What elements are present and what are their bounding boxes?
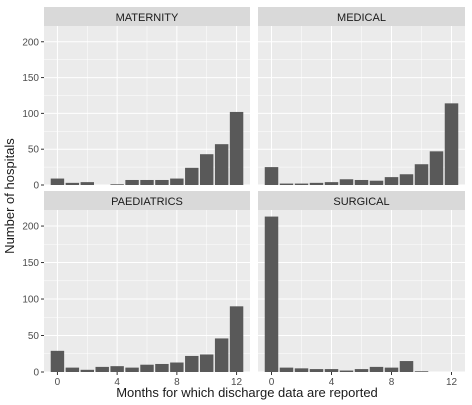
facet-title: MEDICAL bbox=[337, 12, 386, 24]
bar-paediatrics-9 bbox=[185, 355, 199, 372]
bar-paediatrics-5 bbox=[125, 367, 139, 372]
y-tick-label: 200 bbox=[22, 37, 39, 48]
bar-maternity-1 bbox=[65, 182, 80, 185]
bar-surgical-10 bbox=[414, 371, 429, 372]
facet-panels: MATERNITY 0 50 100 150 200 MEDICAL PAEDIATRICS 0… bbox=[22, 7, 465, 388]
bar-medical-3 bbox=[309, 182, 324, 185]
y-tick-label: 0 bbox=[33, 181, 39, 192]
facet-paediatrics: PAEDIATRICS 0 50 100 150 200 0 4 8 12 bbox=[22, 191, 250, 388]
bar-maternity-10 bbox=[199, 154, 214, 185]
bar-maternity-0 bbox=[50, 178, 65, 185]
bar-medical-2 bbox=[294, 183, 309, 185]
facet-title: MATERNITY bbox=[116, 12, 179, 24]
bar-maternity-11 bbox=[214, 144, 229, 185]
facet-surgical: SURGICAL 0 4 8 12 bbox=[258, 191, 465, 388]
bar-medical-5 bbox=[339, 179, 354, 185]
bar-surgical-8 bbox=[384, 367, 399, 372]
bar-medical-4 bbox=[324, 182, 339, 185]
y-tick-label: 50 bbox=[28, 145, 40, 156]
y-tick-label: 100 bbox=[22, 295, 39, 306]
bar-surgical-4 bbox=[324, 369, 339, 372]
bar-paediatrics-2 bbox=[80, 369, 95, 372]
bar-medical-9 bbox=[399, 174, 414, 185]
bar-surgical-5 bbox=[339, 370, 354, 372]
x-tick-label: 8 bbox=[174, 377, 180, 388]
x-axis-label: Months for which discharge data are repo… bbox=[116, 385, 378, 400]
bar-medical-8 bbox=[384, 177, 399, 185]
x-tick-label: 12 bbox=[231, 377, 243, 388]
facet-strip bbox=[258, 191, 465, 210]
bar-paediatrics-6 bbox=[140, 364, 154, 372]
bar-surgical-1 bbox=[279, 367, 294, 372]
y-axis-label: Number of hospitals bbox=[2, 138, 17, 254]
y-tick-label: 100 bbox=[22, 109, 39, 120]
facet-title: SURGICAL bbox=[333, 196, 389, 208]
bar-medical-12 bbox=[444, 103, 459, 185]
bar-maternity-4 bbox=[110, 184, 124, 185]
bar-paediatrics-11 bbox=[214, 338, 229, 372]
bar-medical-6 bbox=[354, 179, 369, 185]
bar-medical-1 bbox=[279, 183, 294, 185]
bar-surgical-6 bbox=[354, 369, 369, 372]
bar-surgical-9 bbox=[399, 361, 414, 372]
x-tick-label: 4 bbox=[329, 377, 335, 388]
x-tick-label: 4 bbox=[114, 377, 120, 388]
bar-paediatrics-0 bbox=[50, 350, 65, 372]
y-tick-label: 50 bbox=[28, 331, 40, 342]
x-tick-label: 0 bbox=[269, 377, 275, 388]
facet-strip bbox=[44, 7, 250, 26]
bar-medical-10 bbox=[414, 164, 429, 185]
bar-paediatrics-10 bbox=[199, 354, 214, 372]
bar-maternity-7 bbox=[155, 179, 169, 185]
bar-paediatrics-8 bbox=[170, 362, 184, 372]
facet-title: PAEDIATRICS bbox=[111, 196, 183, 208]
x-tick-label: 8 bbox=[389, 377, 395, 388]
bar-surgical-3 bbox=[309, 369, 324, 372]
bar-paediatrics-3 bbox=[95, 366, 109, 372]
x-tick-label: 12 bbox=[446, 377, 458, 388]
y-tick-label: 0 bbox=[33, 368, 39, 379]
bar-maternity-6 bbox=[140, 179, 154, 185]
bar-maternity-9 bbox=[185, 167, 199, 185]
bar-medical-11 bbox=[429, 151, 444, 185]
bar-maternity-12 bbox=[229, 111, 244, 185]
facet-strip bbox=[258, 7, 465, 26]
bar-surgical-2 bbox=[294, 368, 309, 372]
bar-paediatrics-7 bbox=[155, 363, 169, 372]
bar-surgical-7 bbox=[369, 366, 384, 372]
facet-maternity: MATERNITY 0 50 100 150 200 bbox=[22, 7, 250, 192]
bar-medical-0 bbox=[264, 167, 279, 185]
y-tick-label: 150 bbox=[22, 73, 39, 84]
bar-surgical-0 bbox=[264, 216, 279, 372]
bar-paediatrics-4 bbox=[110, 366, 124, 372]
bar-maternity-8 bbox=[170, 178, 184, 185]
facet-medical: MEDICAL bbox=[258, 7, 465, 186]
bar-paediatrics-12 bbox=[229, 306, 244, 372]
facet-strip bbox=[44, 191, 250, 210]
bar-maternity-2 bbox=[80, 182, 95, 185]
bar-medical-7 bbox=[369, 180, 384, 185]
y-tick-label: 150 bbox=[22, 258, 39, 269]
y-tick-label: 200 bbox=[22, 222, 39, 233]
x-tick-label: 0 bbox=[55, 377, 61, 388]
bar-paediatrics-1 bbox=[65, 367, 80, 372]
bar-maternity-5 bbox=[125, 179, 139, 185]
